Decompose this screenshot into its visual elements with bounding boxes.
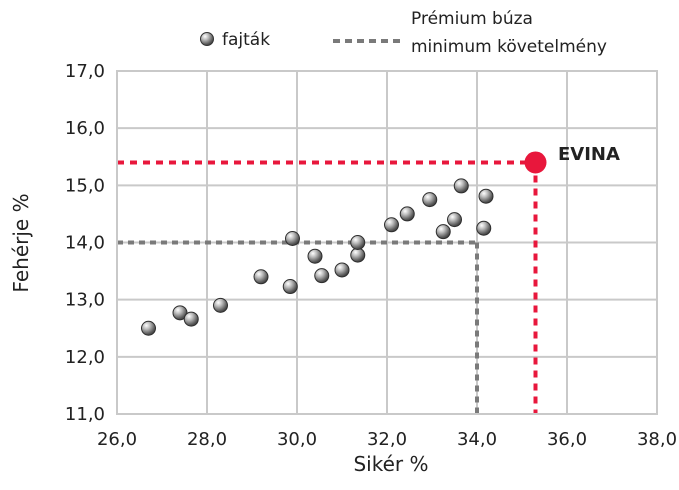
y-tick-label: 14,0 xyxy=(65,233,105,254)
x-tick-label: 38,0 xyxy=(637,429,677,450)
variety-point xyxy=(183,311,199,327)
variety-point xyxy=(334,262,350,278)
variety-point xyxy=(476,220,492,236)
variety-point xyxy=(435,224,451,240)
x-axis-title: Sikér % xyxy=(353,452,428,476)
y-tick-label: 12,0 xyxy=(65,347,105,368)
variety-point xyxy=(384,217,399,233)
legend-label-premium-line1: Prémium búza xyxy=(411,9,533,29)
variety-point xyxy=(350,235,366,250)
x-tick-label: 26,0 xyxy=(97,429,137,450)
x-tick-label: 34,0 xyxy=(457,429,497,450)
legend: fajták Prémium búza minimum követelmény xyxy=(200,9,607,57)
variety-point xyxy=(453,178,469,194)
variety-point xyxy=(282,279,298,295)
variety-point xyxy=(285,230,300,246)
legend-label-fajtak: fajták xyxy=(222,30,270,50)
y-tick-label: 17,0 xyxy=(65,61,105,82)
variety-point xyxy=(213,297,228,313)
y-tick-label: 15,0 xyxy=(65,175,105,196)
x-tick-label: 28,0 xyxy=(187,429,227,450)
variety-point xyxy=(253,269,269,285)
x-tick-label: 30,0 xyxy=(277,429,317,450)
evina-point xyxy=(524,151,547,174)
variety-point xyxy=(172,305,188,321)
legend-marker-fajtak xyxy=(200,32,214,46)
y-axis-title: Fehérje % xyxy=(9,193,33,292)
evina-annotation: EVINA xyxy=(558,144,620,165)
y-tick-label: 13,0 xyxy=(65,290,105,311)
y-tick-label: 11,0 xyxy=(65,404,105,425)
reference-lines xyxy=(117,160,538,414)
variety-point xyxy=(478,188,494,204)
plot-border xyxy=(116,70,658,415)
legend-label-premium-line2: minimum követelmény xyxy=(411,37,607,57)
variety-point xyxy=(399,206,415,222)
x-tick-labels: 26,0 28,0 30,0 32,0 34,0 36,0 38,0 xyxy=(97,429,677,450)
x-tick-label: 36,0 xyxy=(547,429,587,450)
variety-point xyxy=(314,268,330,284)
y-tick-label: 16,0 xyxy=(65,118,105,139)
variety-point xyxy=(447,212,462,228)
variety-point xyxy=(350,247,366,263)
plot-frame xyxy=(116,70,658,415)
data-points xyxy=(141,151,547,336)
variety-point xyxy=(422,192,438,208)
x-tick-label: 32,0 xyxy=(367,429,407,450)
y-tick-labels: 11,0 12,0 13,0 14,0 15,0 16,0 17,0 xyxy=(65,61,105,425)
variety-point xyxy=(141,320,156,336)
variety-point xyxy=(307,248,323,264)
